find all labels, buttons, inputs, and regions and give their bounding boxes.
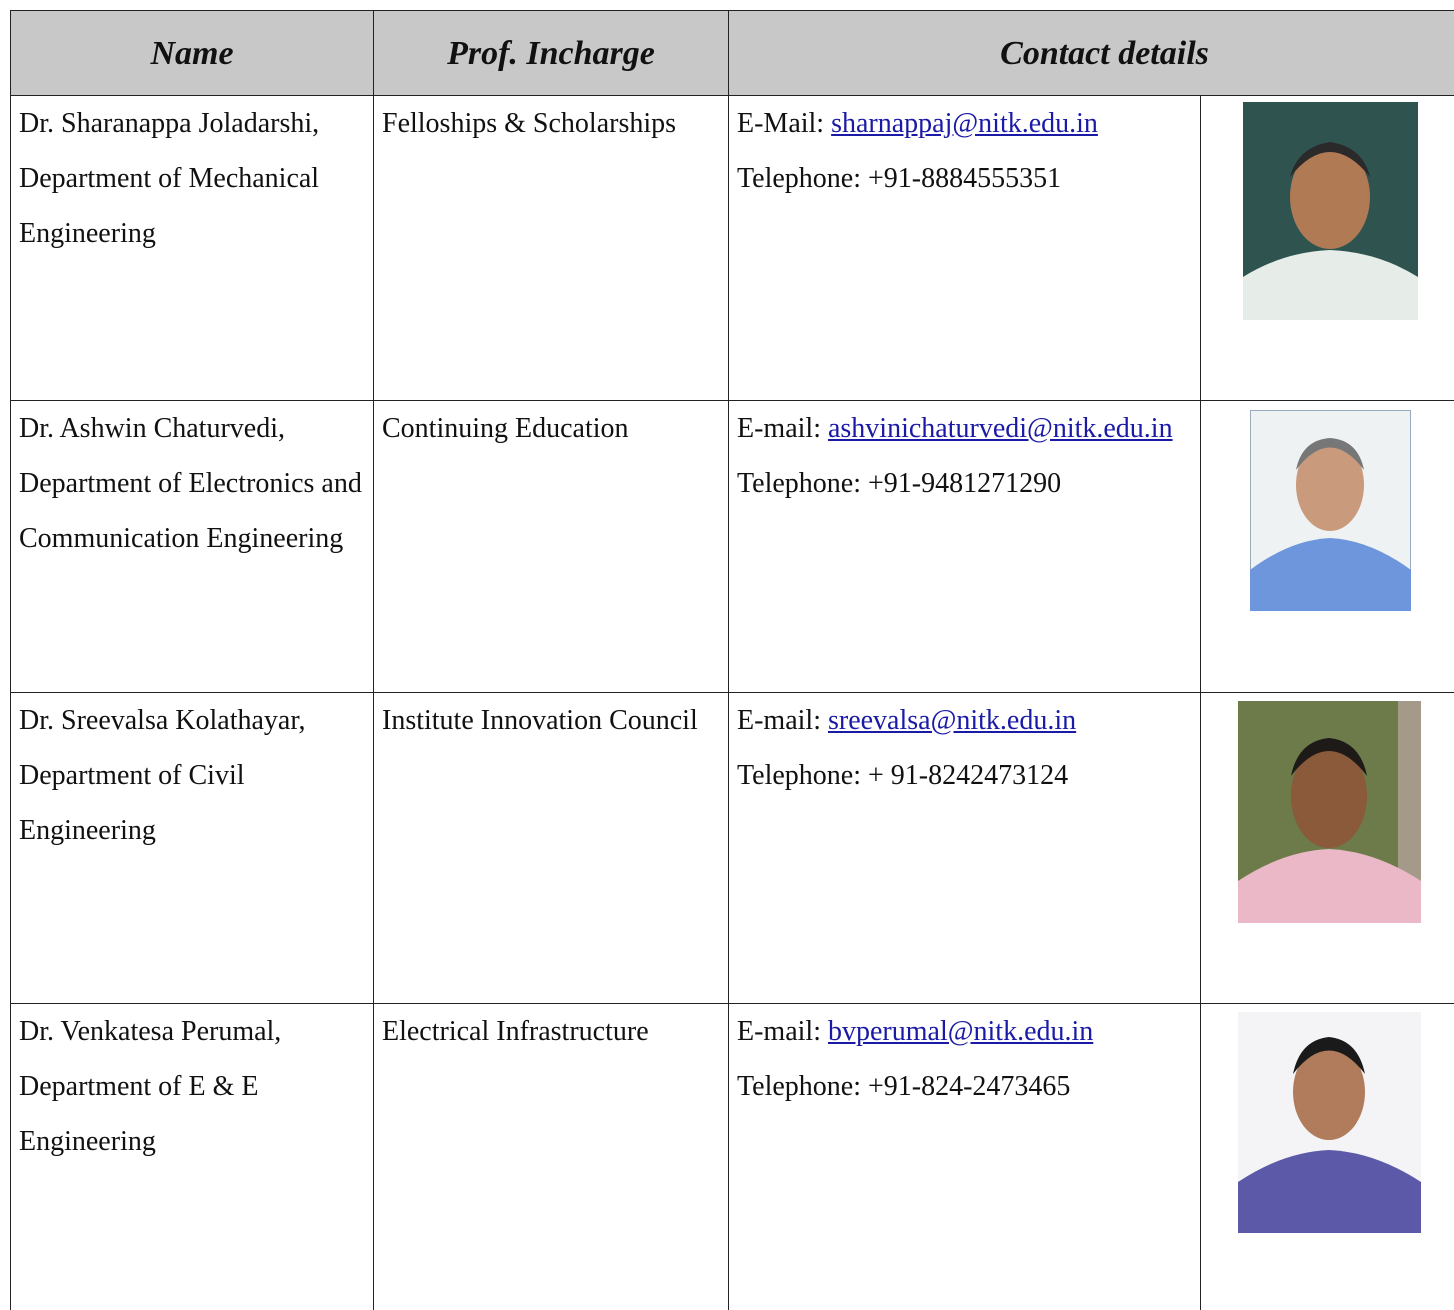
telephone: Telephone: +91-9481271290: [737, 468, 1062, 499]
header-cell: Name: [10, 10, 374, 96]
email-link[interactable]: sreevalsa@nitk.edu.in: [827, 705, 1077, 736]
incharge-cell: Felloships & Scholarships: [373, 95, 729, 401]
photo: [1238, 1012, 1421, 1233]
email-label: E-mail:: [737, 413, 821, 444]
email-label: E-mail:: [737, 705, 821, 736]
photo: [1238, 701, 1421, 923]
telephone: Telephone: + 91-8242473124: [737, 760, 1069, 791]
email-label: E-mail:: [737, 1016, 821, 1047]
telephone: Telephone: +91-824-2473465: [737, 1071, 1071, 1102]
name-cell: Dr. Venkatesa Perumal, Department of E &…: [10, 1003, 374, 1310]
incharge-cell: Electrical Infrastructure: [373, 1003, 729, 1310]
photo-cell: [1199, 95, 1454, 401]
photo-cell: [1199, 1003, 1454, 1310]
row: Dr. Sharanappa Joladarshi, Department of…: [10, 95, 1454, 401]
photo-cell: [1199, 400, 1454, 693]
email-link[interactable]: ashvinichaturvedi@nitk.edu.in: [827, 413, 1173, 444]
contacts-table: Name Prof. Incharge Contact details Dr. …: [10, 10, 1454, 1310]
header-cell: Contact details: [727, 10, 1454, 96]
telephone: Telephone: +91-8884555351: [737, 163, 1062, 194]
name-cell: Dr. Sharanappa Joladarshi, Department of…: [10, 95, 374, 401]
contact-cell: E-Mail: sharnappaj@nitk.edu.in Telephone:…: [728, 95, 1201, 401]
email-link[interactable]: bvperumal@nitk.edu.in: [827, 1016, 1094, 1047]
photo-cell: [1199, 692, 1454, 1004]
contact-cell: E-mail: sreevalsa@nitk.edu.in Telephone: …: [728, 692, 1201, 1004]
row: Dr. Sreevalsa Kolathayar, Department of …: [10, 692, 1454, 1004]
contact-cell: E-mail: ashvinichaturvedi@nitk.edu.in Tel…: [728, 400, 1201, 693]
email-label: E-Mail:: [737, 108, 825, 139]
header-cell: Prof. Incharge: [373, 10, 729, 96]
table-wrapper: Name Prof. Incharge Contact details Dr. …: [10, 10, 1454, 1310]
row: Dr. Venkatesa Perumal, Department of E &…: [10, 1003, 1454, 1310]
photo: [1250, 410, 1411, 611]
name-cell: Dr. Sreevalsa Kolathayar, Department of …: [10, 692, 374, 1004]
row: Dr. Ashwin Chaturvedi, Department of Ele…: [10, 400, 1454, 693]
photo: [1243, 102, 1418, 320]
name-cell: Dr. Ashwin Chaturvedi, Department of Ele…: [10, 400, 374, 693]
contact-cell: E-mail: bvperumal@nitk.edu.in Telephone: …: [728, 1003, 1201, 1310]
header-row: Name Prof. Incharge Contact details: [10, 10, 1454, 96]
incharge-cell: Continuing Education: [373, 400, 729, 693]
incharge-cell: Institute Innovation Council: [373, 692, 729, 1004]
email-link[interactable]: sharnappaj@nitk.edu.in: [831, 108, 1098, 139]
